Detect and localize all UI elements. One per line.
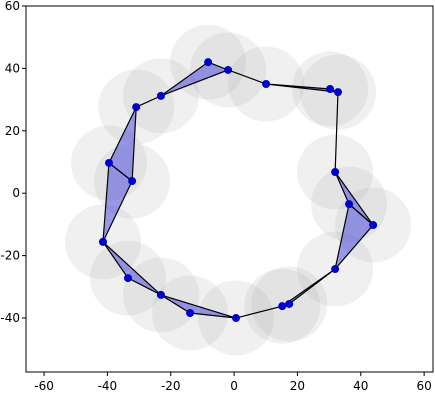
point (224, 65, 233, 74)
point (345, 200, 354, 209)
x-tick-label: -60 (34, 379, 54, 393)
point (132, 103, 141, 112)
edge (334, 92, 339, 173)
edge (227, 69, 267, 85)
y-tick-label: 60 (5, 0, 20, 13)
x-tick-label: 0 (230, 379, 238, 393)
point (123, 274, 132, 283)
point (331, 265, 340, 274)
axes-frame (25, 5, 434, 373)
point (104, 158, 113, 167)
x-tick-label: 20 (290, 379, 305, 393)
point (333, 88, 342, 97)
point (369, 221, 378, 230)
x-tick-label: -20 (161, 379, 181, 393)
point (262, 80, 271, 89)
simplex (102, 241, 162, 296)
point (186, 309, 195, 318)
simplex (160, 61, 230, 97)
point (98, 237, 107, 246)
y-tick-label: -40 (0, 311, 20, 325)
point (128, 177, 137, 186)
point (278, 302, 287, 311)
edge (135, 95, 162, 108)
y-tick-label: 20 (5, 124, 20, 138)
point (156, 91, 165, 100)
simplex (108, 106, 137, 183)
point (326, 84, 335, 93)
simplex (266, 83, 339, 93)
y-tick-label: 0 (12, 186, 20, 200)
x-tick-label: 40 (353, 379, 368, 393)
simplex (160, 294, 237, 319)
point (331, 167, 340, 176)
edge (235, 305, 283, 319)
y-tick-label: -20 (0, 249, 20, 263)
simplex (334, 203, 374, 270)
point (204, 58, 213, 67)
x-tick-label: -40 (98, 379, 118, 393)
point (156, 290, 165, 299)
point (231, 314, 240, 323)
x-tick-label: 60 (416, 379, 431, 393)
y-tick-label: 40 (5, 61, 20, 75)
point (285, 299, 294, 308)
